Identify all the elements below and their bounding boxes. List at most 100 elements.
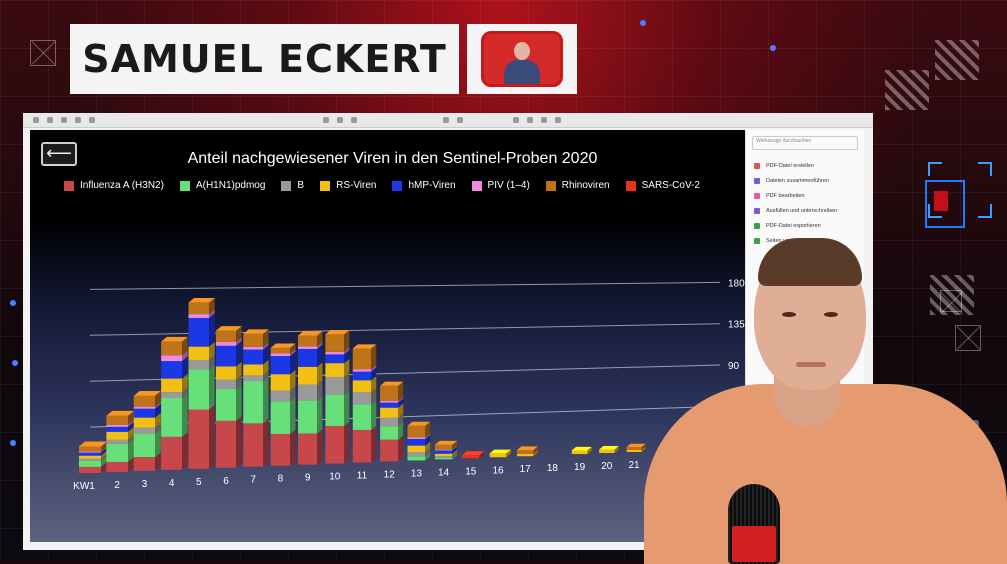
bar-segment: [215, 388, 237, 421]
bar-segment-side: [398, 398, 404, 408]
bar-segment: [215, 366, 237, 380]
bar-segment-side: [209, 309, 215, 318]
bar-segment: [188, 346, 210, 360]
tool-label: Ausfüllen und unterschreiben: [766, 207, 838, 214]
bar-segment-side: [101, 441, 107, 452]
channel-logo-box: [467, 24, 577, 94]
toolbar-icon[interactable]: [89, 117, 95, 123]
bar-segment: [325, 377, 345, 395]
bar-top-face: [489, 449, 511, 454]
back-button[interactable]: ⟵: [41, 142, 77, 166]
bar-segment: [571, 450, 588, 455]
bar-segment-side: [263, 342, 269, 350]
bar-segment: [325, 351, 345, 355]
bar-segment-side: [290, 369, 296, 391]
bar-top-face: [270, 343, 296, 348]
dot-icon: [10, 440, 16, 446]
toolbar-icon[interactable]: [513, 117, 519, 123]
toolbar-icon[interactable]: [457, 117, 463, 123]
bar-top-face: [462, 451, 484, 456]
legend-label: SARS-CoV-2: [641, 180, 700, 191]
bar-segment: [243, 364, 264, 376]
x-tick-label: 17: [520, 464, 532, 475]
toolbar-icon[interactable]: [337, 117, 343, 123]
bar-segment-side: [344, 358, 350, 378]
tool-item[interactable]: Ausfüllen und unterschreiben: [746, 203, 864, 218]
bar-segment: [298, 400, 318, 434]
x-tick-label: 3: [142, 479, 148, 490]
bar-segment: [188, 409, 210, 469]
bar-segment: [380, 385, 399, 401]
toolbar-icon[interactable]: [351, 117, 357, 123]
bar-segment: [352, 392, 372, 405]
bar-segment: [407, 456, 426, 461]
bar-stack: [517, 446, 538, 457]
tool-icon: [754, 222, 760, 229]
bar-segment: [133, 408, 156, 418]
screen-tag-icon: [925, 180, 965, 228]
toolbar-icon[interactable]: [61, 117, 67, 123]
tool-item[interactable]: PDF-Datei erstellen: [746, 158, 864, 173]
bar-segment-side: [317, 331, 323, 347]
toolbar-icon[interactable]: [47, 117, 53, 123]
bar-segment: [270, 353, 291, 357]
bar-segment-side: [263, 418, 269, 467]
bar-segment: [243, 423, 264, 467]
tools-list: PDF-Datei erstellen Dateien zusammenführe…: [746, 158, 864, 248]
toolbar-icon[interactable]: [541, 117, 547, 123]
bar-top-face: [352, 344, 377, 349]
bar-segment: [434, 450, 453, 454]
bar-segment-side: [398, 435, 404, 462]
bar-segment-side: [587, 446, 592, 455]
hatch-pattern: [930, 275, 974, 315]
tool-item[interactable]: PDF-Datei exportieren: [746, 218, 864, 233]
legend-item: Rhinoviren: [545, 180, 610, 191]
bar-segment: [298, 348, 318, 367]
bar-segment-side: [290, 396, 296, 434]
toolbar-icon[interactable]: [443, 117, 449, 123]
bar-segment-side: [236, 374, 242, 389]
bar-segment-side: [452, 449, 458, 457]
bar-segment-side: [398, 403, 404, 418]
tool-item[interactable]: PDF bearbeiten: [746, 188, 864, 203]
tool-icon: [754, 237, 760, 244]
bar-segment-side: [290, 348, 296, 357]
bar-segment-side: [236, 416, 242, 468]
legend-swatch: [545, 180, 556, 191]
bar-segment-side: [101, 450, 107, 459]
toolbar-icon[interactable]: [527, 117, 533, 123]
bar-segment: [79, 455, 101, 459]
cross-box-icon: [940, 290, 962, 312]
bar-segment: [380, 417, 399, 427]
bar-segment: [215, 330, 237, 343]
bar-segment-side: [236, 326, 242, 343]
bar-segment-side: [290, 351, 296, 375]
chart-legend: Influenza A (H3N2) A(H1N1)pdmog B RS-Viren h…: [64, 180, 716, 191]
legend-label: A(H1N1)pdmog: [195, 180, 266, 191]
bar-top-face: [243, 329, 269, 334]
toolbar-icon[interactable]: [75, 117, 81, 123]
x-tick-label: 6: [223, 476, 229, 487]
legend-swatch: [625, 180, 636, 191]
bar-segment: [325, 394, 345, 427]
bar-segment: [407, 425, 426, 438]
cross-box-icon: [955, 325, 981, 351]
bar-segment-side: [128, 419, 134, 427]
x-tick-label: 20: [601, 461, 613, 472]
bar-stack: [380, 381, 404, 462]
toolbar-icon[interactable]: [555, 117, 561, 123]
tool-item[interactable]: Dateien zusammenführen: [746, 173, 864, 188]
bar-segment-side: [128, 438, 134, 462]
bar-segment: [270, 347, 291, 354]
x-tick-label: 21: [628, 460, 640, 471]
x-tick-label: 14: [438, 467, 450, 478]
bar-segment: [298, 346, 318, 349]
legend-item: hMP-Viren: [392, 180, 456, 191]
tools-search-input[interactable]: Werkzeuge durchsuchen: [752, 136, 858, 150]
legend-label: hMP-Viren: [408, 180, 456, 191]
legend-item: SARS-CoV-2: [625, 180, 700, 191]
bar-segment: [79, 452, 101, 456]
toolbar-icon[interactable]: [323, 117, 329, 123]
toolbar-icon[interactable]: [33, 117, 39, 123]
bar-segment: [79, 458, 101, 461]
